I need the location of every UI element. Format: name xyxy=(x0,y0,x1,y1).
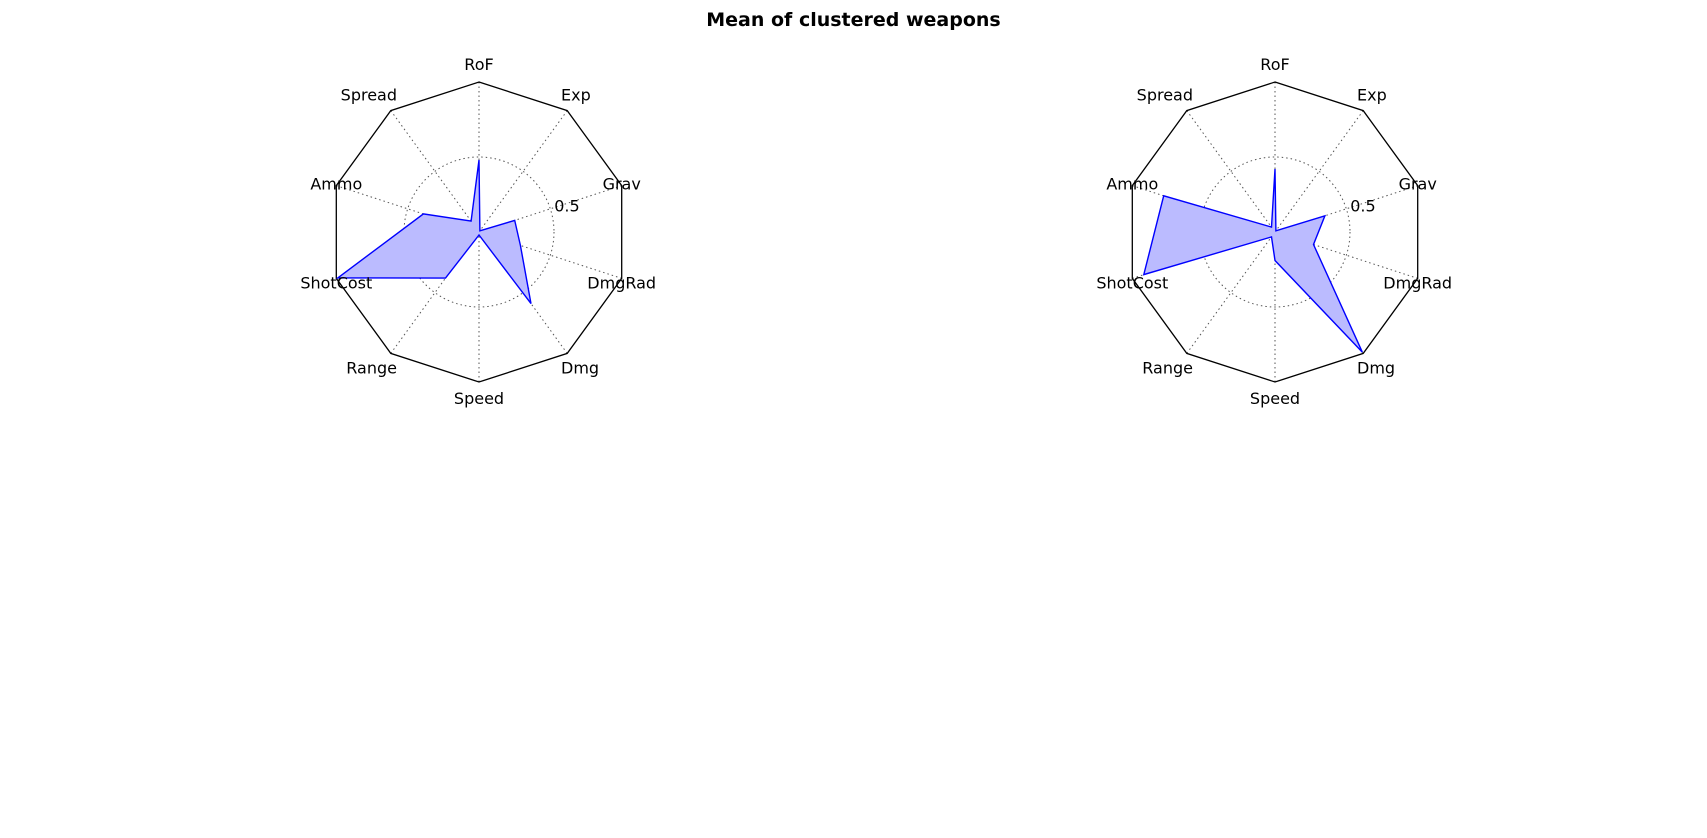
series-polygon xyxy=(1142,168,1363,353)
axis-label-dmg: Dmg xyxy=(561,358,599,377)
axis-label-exp: Exp xyxy=(561,86,591,105)
axis-label-grav: Grav xyxy=(1399,175,1437,194)
r-tick-label: 0.5 xyxy=(1350,197,1375,216)
axis-label-speed: Speed xyxy=(454,389,504,408)
axis-label-rof: RoF xyxy=(1260,55,1289,74)
axis-label-exp: Exp xyxy=(1357,86,1387,105)
axis-label-spread: Spread xyxy=(1137,86,1193,105)
axis-label-dmgrad: DmgRad xyxy=(1383,273,1452,292)
axis-label-dmgrad: DmgRad xyxy=(587,273,656,292)
spoke-spread xyxy=(390,110,480,233)
figure-title: Mean of clustered weapons xyxy=(706,9,1001,31)
radar-chart-2: 0.5 RoF Exp Grav DmgRad Dmg Speed Range ShotCost… xyxy=(1096,55,1452,408)
axis-label-shotcost: ShotCost xyxy=(300,273,372,292)
axis-label-rof: RoF xyxy=(464,55,493,74)
radar-frame xyxy=(1131,81,1419,383)
axis-label-range: Range xyxy=(1142,358,1193,377)
axis-label-ammo: Ammo xyxy=(310,175,362,194)
radar-chart-1: 0.5 RoF Exp Grav DmgRad Dmg Speed Range ShotCost… xyxy=(300,55,656,408)
axis-label-shotcost: ShotCost xyxy=(1096,273,1168,292)
axis-label-dmg: Dmg xyxy=(1357,358,1395,377)
axis-label-speed: Speed xyxy=(1250,389,1300,408)
axis-label-grav: Grav xyxy=(603,175,641,194)
axis-label-range: Range xyxy=(346,358,397,377)
radar-frame xyxy=(335,81,623,383)
axis-label-ammo: Ammo xyxy=(1106,175,1158,194)
r-tick-label: 0.5 xyxy=(554,197,579,216)
axis-label-spread: Spread xyxy=(341,86,397,105)
